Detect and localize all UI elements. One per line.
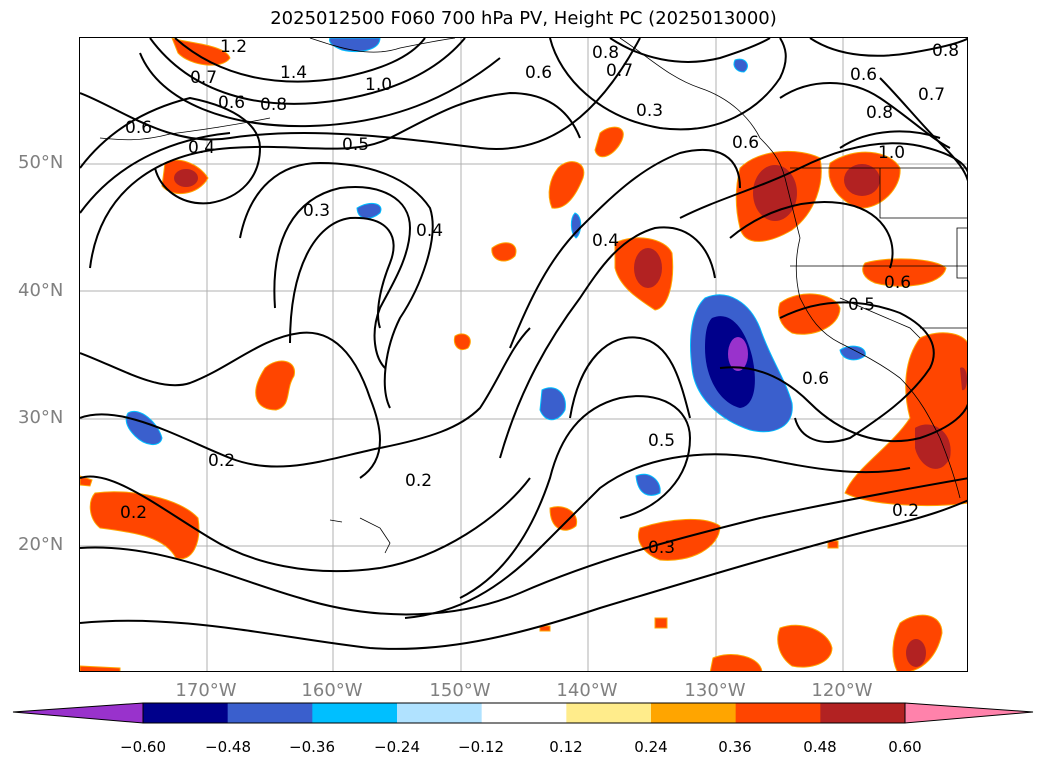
colorbar-segment bbox=[566, 703, 652, 723]
lon-label: 140°W bbox=[556, 680, 618, 701]
contour-label: 0.8 bbox=[866, 103, 893, 123]
colorbar bbox=[12, 702, 1034, 724]
lon-label: 160°W bbox=[301, 680, 363, 701]
colorbar-tick-label: 0.60 bbox=[888, 738, 922, 756]
contour-label: 0.5 bbox=[648, 431, 675, 451]
colorbar-tick-label: 0.12 bbox=[549, 738, 583, 756]
contour-label: 1.0 bbox=[878, 143, 905, 163]
map-plot: 1.2 1.4 1.0 0.8 0.7 0.6 0.4 0.6 0.5 0.3 … bbox=[80, 38, 967, 671]
lon-label: 130°W bbox=[684, 680, 746, 701]
contour-label: 0.2 bbox=[208, 451, 235, 471]
colorbar-segment bbox=[905, 703, 1033, 723]
colorbar-tick-label: −0.60 bbox=[120, 738, 166, 756]
contour-label: 0.6 bbox=[884, 273, 911, 293]
contour-label: 0.3 bbox=[636, 101, 663, 121]
contour-label: 0.8 bbox=[932, 41, 959, 61]
colorbar-segment bbox=[312, 703, 398, 723]
contour-label: 0.4 bbox=[416, 221, 443, 241]
gridlines bbox=[80, 38, 967, 671]
contour-label-group: 1.2 1.4 1.0 0.8 0.7 0.6 0.4 0.6 0.5 0.3 … bbox=[120, 38, 959, 558]
lat-label: 30°N bbox=[18, 407, 64, 428]
colorbar-segment bbox=[735, 703, 821, 723]
contour-label: 0.3 bbox=[648, 538, 675, 558]
contour-label: 0.2 bbox=[120, 503, 147, 523]
contour-label: 0.2 bbox=[405, 471, 432, 491]
colorbar-segment bbox=[227, 703, 313, 723]
colorbar-segment bbox=[481, 703, 567, 723]
contour-label: 0.6 bbox=[732, 133, 759, 153]
height-contours bbox=[80, 38, 967, 650]
coastlines bbox=[99, 38, 967, 554]
colorbar-tick-label: 0.24 bbox=[634, 738, 668, 756]
contour-label: 0.7 bbox=[918, 85, 945, 105]
lat-label: 20°N bbox=[18, 534, 64, 555]
contour-label: 0.6 bbox=[125, 118, 152, 138]
contour-label: 1.0 bbox=[365, 75, 392, 95]
contour-label: 0.6 bbox=[525, 63, 552, 83]
colorbar-tick-label: −0.36 bbox=[289, 738, 335, 756]
contour-label: 0.8 bbox=[592, 43, 619, 63]
positive-anomalies bbox=[80, 38, 967, 671]
colorbar-tick-label: 0.48 bbox=[803, 738, 837, 756]
contour-label: 0.2 bbox=[892, 501, 919, 521]
contour-label: 1.4 bbox=[280, 63, 307, 83]
contour-label: 0.8 bbox=[260, 95, 287, 115]
lat-label: 40°N bbox=[18, 280, 64, 301]
contour-label: 1.2 bbox=[220, 38, 247, 57]
contour-label: 0.3 bbox=[303, 201, 330, 221]
negative-anomalies bbox=[125, 38, 866, 496]
colorbar-segment bbox=[651, 703, 737, 723]
colorbar-right-extend-outline bbox=[904, 702, 1034, 724]
map-title: 2025012500 F060 700 hPa PV, Height PC (2… bbox=[270, 8, 777, 29]
lon-label: 150°W bbox=[429, 680, 491, 701]
colorbar-segments bbox=[13, 703, 1033, 723]
map-frame: 1.2 1.4 1.0 0.8 0.7 0.6 0.4 0.6 0.5 0.3 … bbox=[79, 37, 968, 672]
lon-label: 120°W bbox=[811, 680, 873, 701]
colorbar-segment bbox=[820, 703, 906, 723]
contour-label: 0.7 bbox=[190, 68, 217, 88]
lat-label: 50°N bbox=[18, 152, 64, 173]
colorbar-tick-label: 0.36 bbox=[718, 738, 752, 756]
colorbar-segment bbox=[397, 703, 483, 723]
contour-label: 0.6 bbox=[218, 93, 245, 113]
colorbar-tick-label: −0.48 bbox=[205, 738, 251, 756]
lon-label: 170°W bbox=[175, 680, 237, 701]
contour-label: 0.5 bbox=[342, 135, 369, 155]
contour-label: 0.7 bbox=[606, 61, 633, 81]
contour-label: 0.4 bbox=[188, 138, 215, 158]
colorbar-tick-label: −0.24 bbox=[374, 738, 420, 756]
contour-label: 0.6 bbox=[850, 65, 877, 85]
contour-label: 0.5 bbox=[848, 295, 875, 315]
colorbar-tick-label: −0.12 bbox=[458, 738, 504, 756]
colorbar-segment bbox=[143, 703, 229, 723]
contour-label: 0.6 bbox=[802, 369, 829, 389]
contour-label: 0.4 bbox=[592, 231, 619, 251]
colorbar-segment bbox=[13, 703, 143, 723]
